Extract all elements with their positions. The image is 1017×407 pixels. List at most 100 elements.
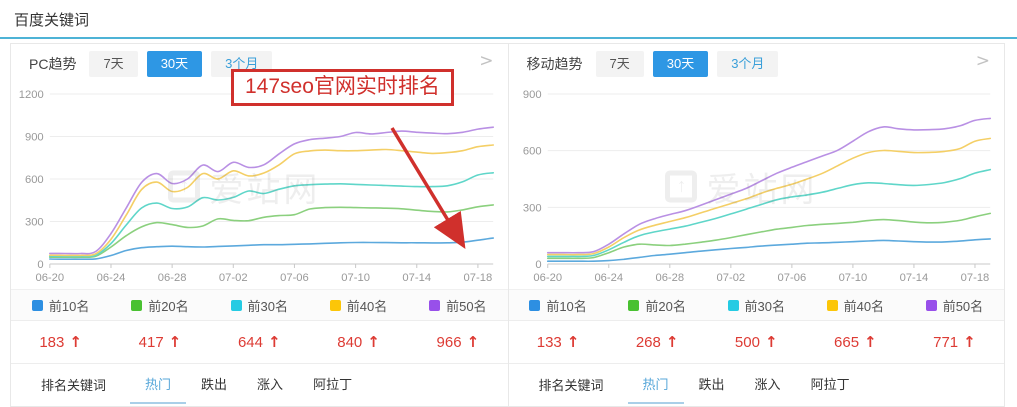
mobile-panel-header: 移动趋势 7天 30天 3个月 > [509,44,1005,84]
svg-text:300: 300 [25,217,44,229]
range-tab-30d[interactable]: 30天 [146,51,203,77]
up-arrow-icon: ↑ [665,333,679,351]
rank-count-top30: 500 ↑ [734,333,778,351]
up-arrow-icon: ↑ [466,333,480,351]
pc-trend-panel: PC趋势 7天 30天 3个月 > 0 300 600 900 1200 06-20 06-… [11,44,508,406]
mobile-legend-row: 前10名 前20名 前30名 前40名 前50名 [508,289,1004,321]
svg-text:07-02: 07-02 [219,272,248,284]
svg-text:06-20: 06-20 [35,272,64,284]
mobile-trend-panel: 移动趋势 7天 30天 3个月 > 0 300 600 900 06-20 06-24 06… [507,44,1005,406]
svg-text:07-10: 07-10 [838,272,867,284]
legend-item-top50[interactable]: 前50名 [905,296,1004,315]
panel-title: PC趋势 [29,56,77,72]
svg-text:06-28: 06-28 [158,272,187,284]
legend-label: 前20名 [148,298,189,314]
chevron-right-icon[interactable]: > [975,51,990,71]
legend-item-top10[interactable]: 前10名 [11,296,110,315]
rank-count-top40: 665 ↑ [834,333,877,351]
svg-text:06-28: 06-28 [655,272,684,284]
legend-label: 前40名 [843,298,885,314]
range-tab-7d[interactable]: 7天 [595,51,644,77]
bottom-tab-dropped[interactable]: 跌出 [698,376,725,392]
bottom-tab-dropped[interactable]: 跌出 [201,376,228,392]
svg-text:0: 0 [37,259,43,271]
range-tab-30d[interactable]: 30天 [652,51,709,77]
legend-swatch-top40 [329,299,341,311]
legend-label: 前10名 [546,298,587,314]
annotation-box: 147seo官网实时排名 [231,69,454,107]
legend-item-top50[interactable]: 前50名 [408,296,507,315]
bottom-tab-hot[interactable]: 热门 [627,364,684,404]
svg-text:07-18: 07-18 [960,272,989,284]
up-arrow-icon: ↑ [963,333,976,351]
pc-line-chart: 0 300 600 900 1200 06-20 06-24 06-28 07-02 07-06 0… [19,89,495,284]
pc-values-row: 183 ↑ 417 ↑ 644 ↑ 840 ↑ 966 ↑ [11,321,508,364]
svg-text:600: 600 [25,174,44,186]
svg-text:06-24: 06-24 [97,272,126,284]
bottom-tab-risen[interactable]: 涨入 [754,376,781,392]
svg-text:1200: 1200 [19,89,44,101]
svg-text:07-14: 07-14 [402,272,431,284]
up-arrow-icon: ↑ [168,333,182,351]
pc-bottom-tabs: 排名关键词 热门 跌出 涨入 阿拉丁 [11,364,508,404]
svg-text:06-24: 06-24 [594,272,623,284]
rank-count-top50: 771 ↑ [933,333,976,351]
legend-swatch-top10 [31,299,43,311]
bottom-tab-aladdin[interactable]: 阿拉丁 [810,376,850,392]
legend-label: 前50名 [942,298,984,314]
svg-text:300: 300 [522,202,541,214]
chevron-right-icon[interactable]: > [479,51,494,71]
legend-label: 前50名 [446,298,487,314]
up-arrow-icon: ↑ [69,333,82,351]
bottom-tab-label-ranking-keywords: 排名关键词 [538,377,604,393]
legend-swatch-top30 [727,299,739,311]
legend-swatch-top20 [628,299,640,311]
bottom-tab-label-ranking-keywords: 排名关键词 [41,377,107,393]
rank-count-top10: 133 ↑ [536,333,580,351]
legend-label: 前30名 [247,298,288,314]
rank-count-top30: 644 ↑ [237,333,281,351]
pc-legend-row: 前10名 前20名 前30名 前40名 前50名 [11,289,508,321]
legend-swatch-top30 [230,299,242,311]
legend-swatch-top20 [131,299,143,311]
rank-count-top20: 417 ↑ [138,333,182,351]
rank-count-top40: 840 ↑ [337,333,380,351]
bottom-tab-aladdin[interactable]: 阿拉丁 [313,376,353,392]
svg-text:07-14: 07-14 [899,272,928,284]
svg-text:900: 900 [522,89,541,101]
up-arrow-icon: ↑ [864,333,877,351]
svg-text:600: 600 [522,146,541,158]
legend-item-top40[interactable]: 前40名 [806,296,905,315]
section-divider [0,37,1017,39]
svg-text:07-06: 07-06 [777,272,806,284]
legend-item-top30[interactable]: 前30名 [707,296,806,315]
svg-text:06-20: 06-20 [533,272,562,284]
page-title: 百度关键词 [14,12,90,29]
up-arrow-icon: ↑ [566,333,580,351]
bottom-tab-hot[interactable]: 热门 [130,364,187,404]
legend-item-top10[interactable]: 前10名 [509,296,608,315]
bottom-tab-risen[interactable]: 涨入 [257,376,284,392]
legend-item-top20[interactable]: 前20名 [608,296,707,315]
legend-item-top20[interactable]: 前20名 [110,296,209,315]
legend-item-top30[interactable]: 前30名 [210,296,309,315]
legend-item-top40[interactable]: 前40名 [309,296,408,315]
svg-text:0: 0 [535,259,541,271]
legend-swatch-top50 [925,299,937,311]
up-arrow-icon: ↑ [267,333,281,351]
svg-text:07-06: 07-06 [280,272,309,284]
svg-text:07-18: 07-18 [464,272,493,284]
rank-count-top50: 966 ↑ [436,333,480,351]
page-header: 百度关键词 [0,0,1017,30]
legend-swatch-top40 [826,299,838,311]
rank-count-top20: 268 ↑ [635,333,679,351]
up-arrow-icon: ↑ [367,333,380,351]
range-tab-3m[interactable]: 3个月 [717,51,779,77]
mobile-line-chart: 0 300 600 900 06-20 06-24 06-28 07-02 07-06 07-10… [522,89,991,284]
pc-trend-chart: 0 300 600 900 1200 06-20 06-24 06-28 07-02 07-06 0… [11,84,508,289]
svg-text:07-02: 07-02 [716,272,745,284]
mobile-values-row: 133 ↑ 268 ↑ 500 ↑ 665 ↑ 771 ↑ [508,321,1004,364]
mobile-trend-chart: 0 300 600 900 06-20 06-24 06-28 07-02 07-06 07-10… [509,84,1005,289]
svg-text:900: 900 [25,132,44,144]
range-tab-7d[interactable]: 7天 [89,51,138,77]
